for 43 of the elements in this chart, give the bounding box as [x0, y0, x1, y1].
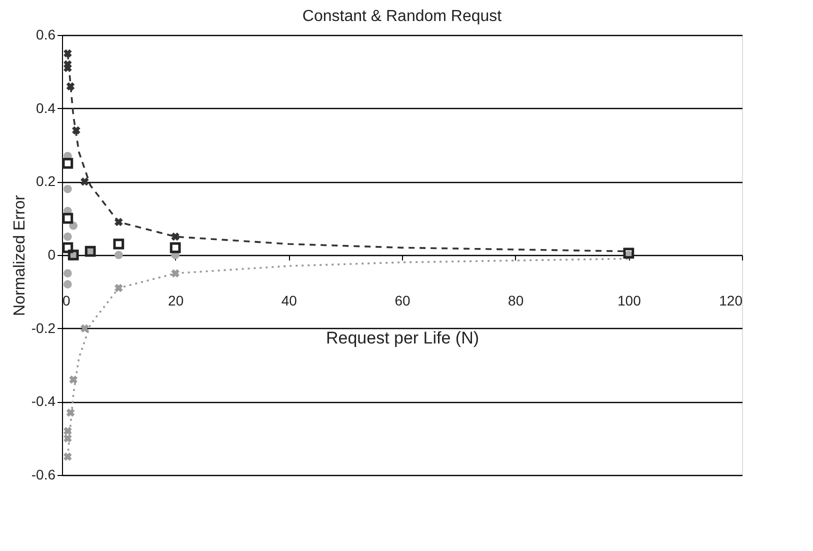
point — [64, 452, 72, 461]
x-tick-label: 60 — [394, 292, 410, 308]
point — [64, 434, 72, 442]
point — [170, 242, 181, 254]
point — [63, 280, 72, 289]
x-tick-label: 20 — [168, 292, 184, 308]
point — [62, 212, 74, 224]
x-axis-title: Request per Life (N) — [326, 328, 480, 348]
point — [72, 126, 80, 134]
point — [80, 324, 89, 332]
x-tick-label: 0 — [62, 292, 70, 308]
point — [64, 49, 72, 58]
point — [62, 242, 74, 254]
point — [114, 284, 123, 292]
point — [62, 158, 74, 169]
y-tick-label: 0.6 — [36, 26, 56, 42]
point — [114, 250, 123, 260]
y-tick-label: 0.2 — [36, 173, 56, 190]
x-tick-label: 40 — [281, 292, 298, 308]
x-tick-label: 120 — [719, 292, 743, 308]
point — [623, 248, 634, 259]
y-axis-title: Normalized Error — [11, 194, 28, 316]
point — [64, 64, 72, 72]
point — [171, 232, 180, 241]
y-tick-label: -0.2 — [31, 320, 56, 336]
point — [66, 408, 75, 417]
y-tick-label: 0 — [48, 246, 56, 262]
point — [113, 238, 124, 250]
x-tick-label: 100 — [617, 292, 642, 308]
point — [64, 426, 72, 436]
point — [66, 82, 75, 90]
x-tick-label: 80 — [508, 292, 524, 308]
y-tick-label: 0.4 — [36, 100, 56, 116]
point — [69, 376, 78, 384]
point — [171, 269, 180, 278]
point — [63, 184, 72, 194]
y-tick-label: -0.6 — [31, 466, 56, 482]
y-tick-label: -0.4 — [31, 393, 56, 410]
point — [114, 218, 123, 226]
point — [63, 269, 72, 278]
chart-title: Constant & Random Requst — [302, 8, 502, 25]
point — [80, 178, 89, 186]
point — [63, 232, 72, 241]
